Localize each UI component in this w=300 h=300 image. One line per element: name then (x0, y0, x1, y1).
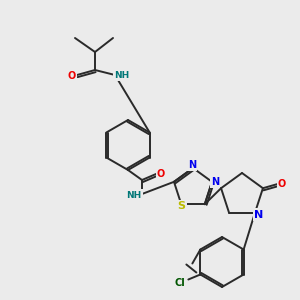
Text: O: O (157, 169, 165, 179)
Text: NH: NH (114, 70, 130, 80)
Text: O: O (278, 179, 286, 189)
Text: Cl: Cl (175, 278, 186, 287)
Text: N: N (188, 160, 196, 170)
Text: O: O (68, 71, 76, 81)
Text: N: N (254, 210, 264, 220)
Text: NH: NH (126, 190, 142, 200)
Text: S: S (177, 201, 185, 211)
Text: N: N (211, 177, 219, 187)
